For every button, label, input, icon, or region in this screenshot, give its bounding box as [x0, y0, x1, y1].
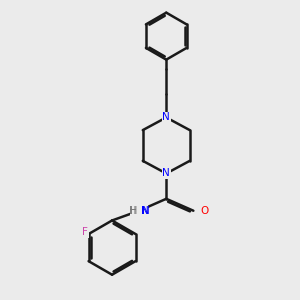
Text: F: F [82, 227, 88, 237]
Text: N: N [142, 206, 150, 216]
Text: H: H [130, 206, 138, 216]
Text: N: N [141, 206, 149, 216]
Text: HN: HN [131, 206, 147, 216]
Text: N: N [162, 112, 170, 122]
Text: O: O [200, 206, 208, 216]
Text: N: N [162, 169, 170, 178]
Text: H: H [129, 206, 136, 216]
